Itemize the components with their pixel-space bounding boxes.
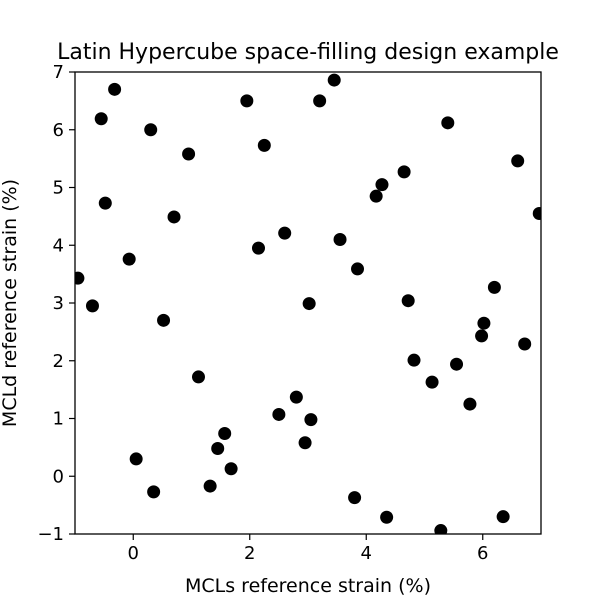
y-tick-label: 7: [53, 62, 64, 83]
chart-title: Latin Hypercube space-filling design exa…: [57, 40, 559, 65]
y-tick-label: 4: [53, 235, 64, 256]
data-point: [94, 112, 108, 126]
data-point: [369, 189, 383, 203]
x-tick-label: 4: [361, 543, 372, 564]
x-tick-label: 6: [477, 543, 488, 564]
data-point: [496, 510, 510, 524]
x-axis-label: MCLs reference strain (%): [185, 575, 431, 597]
data-point: [401, 294, 415, 308]
y-tick-label: −1: [37, 524, 64, 545]
data-point: [240, 94, 254, 108]
data-point: [278, 226, 292, 240]
x-tick-label: 0: [128, 543, 139, 564]
y-tick-label: 1: [53, 409, 64, 430]
y-tick-label: 5: [53, 178, 64, 199]
data-point: [191, 370, 205, 384]
data-point: [327, 73, 341, 87]
data-point: [375, 178, 389, 192]
y-tick-label: 0: [53, 466, 64, 487]
data-point: [122, 252, 136, 266]
axis-ticks: 0 2 4 6 −1 0 1 2 3 4 5 6 7: [37, 62, 488, 564]
data-point: [518, 337, 532, 351]
data-point: [298, 436, 312, 450]
data-point: [218, 427, 232, 441]
data-point: [397, 165, 411, 179]
data-point: [251, 241, 265, 255]
data-point: [75, 271, 85, 285]
data-point: [129, 452, 143, 466]
data-point: [425, 375, 439, 389]
data-point: [532, 206, 541, 220]
data-point: [167, 210, 181, 224]
data-point: [272, 407, 286, 421]
data-point: [211, 442, 225, 456]
data-point: [157, 313, 171, 327]
data-point: [463, 397, 477, 411]
data-point: [441, 116, 455, 130]
y-axis-label: MCLd reference strain (%): [0, 179, 21, 427]
y-tick-label: 6: [53, 120, 64, 141]
data-point: [108, 82, 122, 96]
x-tick-label: 2: [244, 543, 255, 564]
data-point: [257, 138, 271, 152]
data-point: [147, 485, 161, 499]
data-point: [351, 262, 365, 276]
data-point: [487, 280, 501, 294]
data-point: [450, 357, 464, 371]
y-tick-label: 3: [53, 293, 64, 314]
data-point: [511, 154, 525, 168]
data-point: [348, 491, 362, 505]
data-point: [224, 462, 238, 476]
data-point: [407, 353, 421, 367]
data-point: [333, 232, 347, 246]
data-point: [302, 297, 316, 311]
data-point: [289, 390, 303, 404]
data-point: [144, 123, 158, 137]
data-point: [475, 329, 489, 343]
data-point: [98, 196, 112, 210]
axes-frame: [74, 71, 542, 535]
data-point: [203, 479, 217, 493]
data-point: [182, 147, 196, 161]
y-tick-label: 2: [53, 351, 64, 372]
data-point: [477, 316, 491, 330]
data-point: [434, 524, 448, 534]
data-point: [380, 510, 394, 524]
data-point: [304, 413, 318, 427]
data-points: [75, 73, 541, 534]
data-point: [313, 94, 327, 108]
data-point: [85, 299, 99, 313]
